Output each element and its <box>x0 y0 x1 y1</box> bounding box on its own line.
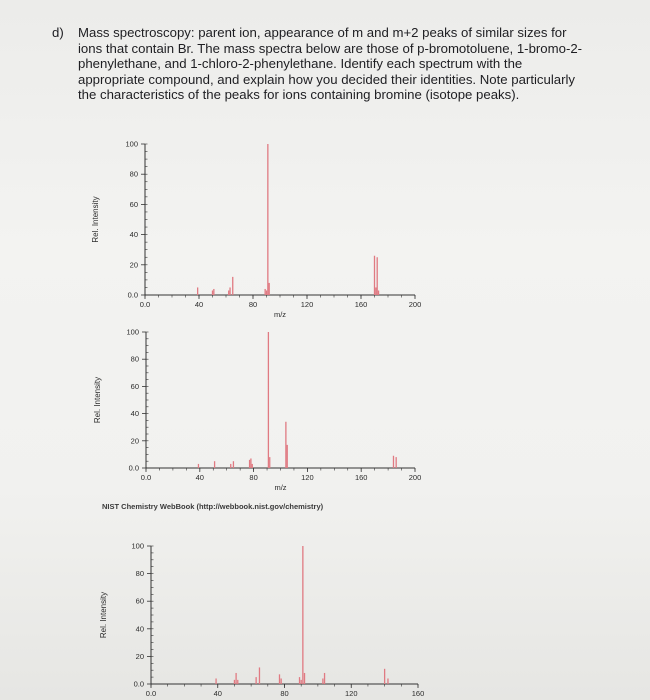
mass-spectrum-2: 0.0 20 40 60 80 100 0.0 40 80 120 160 200 m/z Rel. In… <box>93 328 422 493</box>
y-tick-label: 80 <box>130 170 138 179</box>
y-axis-label: Rel. Intensity <box>99 592 108 638</box>
x-tick-label: 0.0 <box>140 300 150 309</box>
x-tick-label: 160 <box>355 300 368 309</box>
x-axis-label: m/z <box>274 310 286 319</box>
y-tick-label: 80 <box>131 355 139 364</box>
y-tick-label: 40 <box>136 624 144 633</box>
y-tick-label: 0.0 <box>129 464 139 473</box>
y-tick-label: 60 <box>130 200 138 209</box>
y-axis-label: Rel. Intensity <box>91 196 100 242</box>
mass-spectrum-3: 0.0 20 40 60 80 100 0.0 40 80 120 160 Rel. Intensit… <box>99 542 425 699</box>
y-tick-label: 80 <box>136 569 144 578</box>
x-tick-label: 120 <box>345 689 358 698</box>
x-axis-label: m/z <box>274 483 286 492</box>
y-tick-label: 100 <box>125 140 138 149</box>
x-tick-label: 40 <box>195 300 203 309</box>
nist-credit: NIST Chemistry WebBook (http://webbook.n… <box>102 502 324 511</box>
x-tick-label: 120 <box>301 300 314 309</box>
y-tick-label: 100 <box>126 328 139 337</box>
x-tick-label: 80 <box>280 689 288 698</box>
question-label: d) <box>52 25 64 40</box>
y-axis-label: Rel. Intensity <box>93 377 102 423</box>
x-tick-label: 0.0 <box>146 689 156 698</box>
x-tick-label: 40 <box>196 473 204 482</box>
question-block: d) Mass spectroscopy: parent ion, appear… <box>52 25 592 103</box>
x-tick-label: 40 <box>214 689 222 698</box>
x-tick-label: 80 <box>249 300 257 309</box>
x-tick-label: 160 <box>355 473 368 482</box>
y-tick-label: 40 <box>131 409 139 418</box>
y-tick-label: 100 <box>131 542 144 551</box>
x-tick-label: 160 <box>412 689 425 698</box>
y-tick-label: 60 <box>131 382 139 391</box>
x-tick-label: 200 <box>409 473 422 482</box>
y-tick-label: 0.0 <box>128 291 138 300</box>
x-tick-label: 0.0 <box>141 473 151 482</box>
y-tick-label: 20 <box>136 652 144 661</box>
y-tick-label: 0.0 <box>134 680 144 689</box>
y-tick-label: 40 <box>130 230 138 239</box>
x-tick-label: 120 <box>301 473 314 482</box>
question-text: Mass spectroscopy: parent ion, appearanc… <box>78 25 583 102</box>
x-tick-label: 200 <box>409 300 422 309</box>
y-tick-label: 20 <box>131 436 139 445</box>
x-tick-label: 80 <box>249 473 257 482</box>
y-tick-label: 20 <box>130 260 138 269</box>
mass-spectrum-1: 0.0 20 40 60 80 100 0.0 40 80 120 160 200 m/z Rel. In… <box>91 140 422 320</box>
y-tick-label: 60 <box>136 597 144 606</box>
